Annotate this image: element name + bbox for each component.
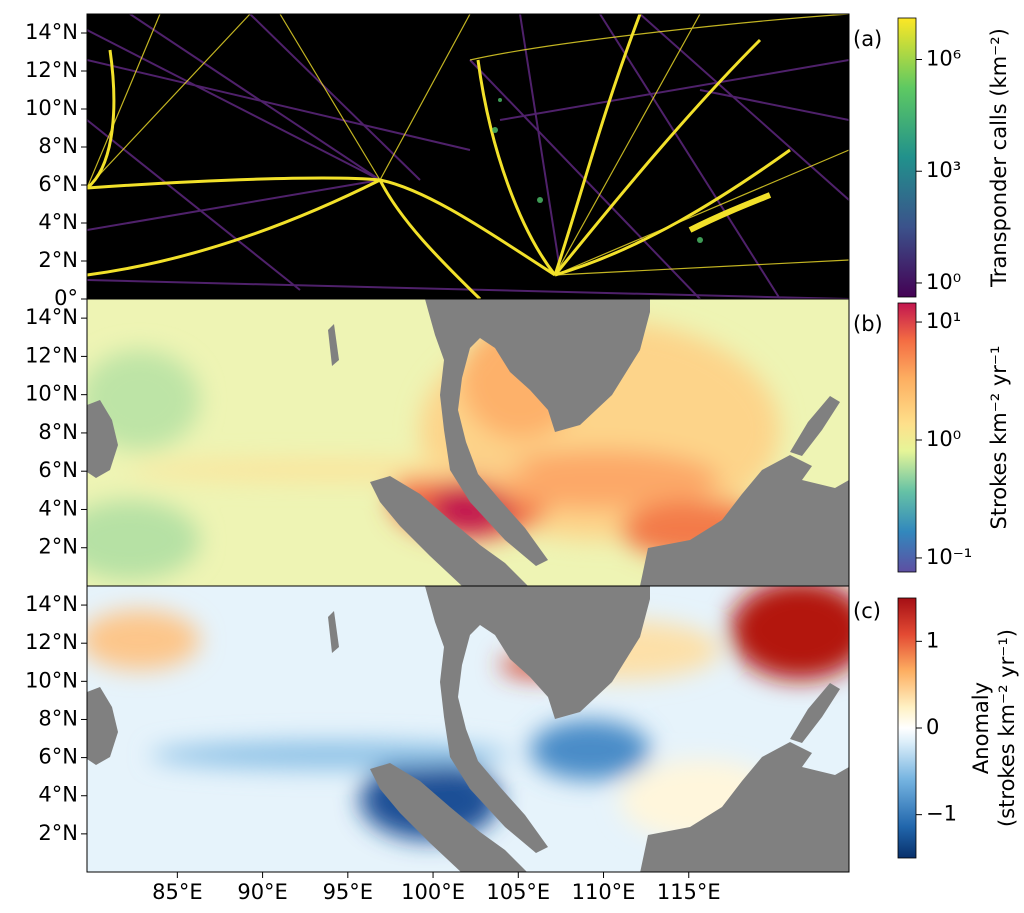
panel-label: (c)	[853, 599, 881, 623]
map-panel-b	[87, 299, 849, 586]
y-tick-label: 12°N	[25, 343, 78, 367]
colorbar-label: (strokes km⁻² yr⁻¹)	[995, 629, 1019, 827]
y-tick-label: 10°N	[25, 96, 78, 120]
y-tick-label: 12°N	[25, 58, 78, 82]
panel-frame	[86, 585, 850, 873]
y-tick-label: 6°N	[38, 172, 78, 196]
colorbar-tick-label: 10⁶	[926, 46, 961, 70]
y-tick-label: 14°N	[25, 592, 78, 616]
x-tick-label: 105°E	[486, 880, 550, 904]
colorbar-label: Anomaly	[969, 682, 993, 774]
y-tick-label: 8°N	[38, 134, 78, 158]
y-tick-label: 2°N	[38, 248, 78, 272]
y-tick-label: 4°N	[38, 210, 78, 234]
colorbar-tick-label: 10⁰	[926, 270, 961, 294]
y-tick-label: 6°N	[38, 745, 78, 769]
colorbar-tick-label: 10⁰	[926, 427, 961, 451]
y-tick-label: 8°N	[38, 420, 78, 444]
y-tick-label: 6°N	[38, 458, 78, 482]
map-panel-c	[87, 586, 849, 872]
y-tick-label: 10°N	[25, 668, 78, 692]
colorbar-tick-label: 1	[926, 628, 939, 652]
colorbar	[897, 597, 917, 859]
y-tick-label: 0°	[54, 286, 78, 310]
y-tick-label: 8°N	[38, 706, 78, 730]
panel-label: (a)	[853, 27, 882, 51]
y-tick-label: 2°N	[38, 535, 78, 559]
map-panel-a	[87, 14, 849, 299]
x-tick-label: 90°E	[237, 880, 288, 904]
x-tick-label: 100°E	[401, 880, 465, 904]
colorbar-tick-label: 10⁻¹	[926, 545, 972, 569]
colorbar-tick-label: 0	[926, 715, 939, 739]
colorbar-tick-label: −1	[926, 802, 957, 826]
colorbar	[897, 17, 917, 298]
x-tick-label: 95°E	[323, 880, 374, 904]
colorbar-tick-label: 10³	[926, 158, 961, 182]
x-tick-label: 115°E	[657, 880, 721, 904]
colorbar-label: Strokes km⁻² yr⁻¹	[987, 346, 1011, 530]
colorbar	[897, 302, 917, 573]
y-tick-label: 14°N	[25, 20, 78, 44]
colorbar-tick-label: 10¹	[926, 309, 961, 333]
y-tick-label: 2°N	[38, 821, 78, 845]
colorbar-label: Transponder calls (km⁻²)	[987, 28, 1011, 288]
y-tick-label: 12°N	[25, 630, 78, 654]
y-tick-label: 10°N	[25, 382, 78, 406]
y-tick-label: 4°N	[38, 783, 78, 807]
panel-label: (b)	[853, 312, 883, 336]
y-tick-label: 4°N	[38, 496, 78, 520]
y-tick-label: 14°N	[25, 305, 78, 329]
x-tick-label: 85°E	[152, 880, 203, 904]
x-tick-label: 110°E	[572, 880, 636, 904]
